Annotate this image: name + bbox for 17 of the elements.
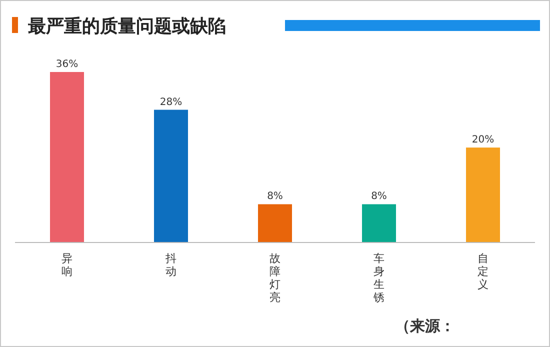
data-label: 8% bbox=[267, 191, 283, 202]
text: （来源： bbox=[395, 317, 455, 335]
data-label: 20% bbox=[472, 134, 494, 146]
chart-title: 最严重的质量问题或缺陷 bbox=[27, 16, 226, 37]
data-label: 36% bbox=[56, 59, 78, 70]
bar bbox=[362, 204, 396, 242]
data-label: 28% bbox=[160, 96, 182, 108]
x-tick-label: 抖动 bbox=[164, 252, 176, 278]
bar bbox=[50, 72, 84, 242]
x-tick-label: 车身生锈 bbox=[372, 252, 384, 304]
x-tick-label: 故障灯亮 bbox=[270, 252, 280, 304]
bar bbox=[466, 148, 500, 242]
x-tick-label: 异响 bbox=[62, 252, 72, 278]
bar bbox=[154, 110, 188, 242]
bar bbox=[258, 204, 292, 242]
x-tick-label: 自定义 bbox=[478, 252, 488, 291]
data-label: 8% bbox=[371, 191, 387, 202]
